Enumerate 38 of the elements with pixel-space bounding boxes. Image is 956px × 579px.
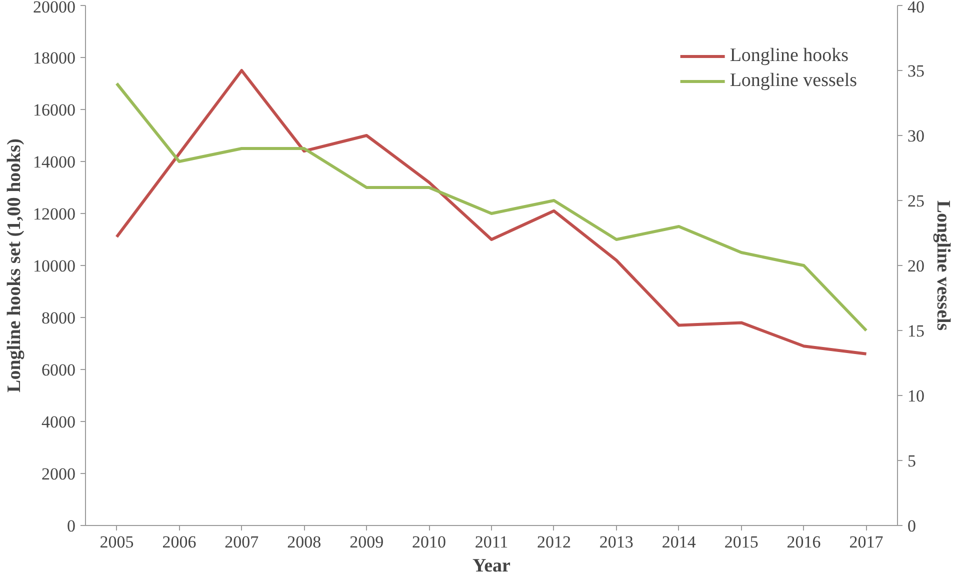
y-tick-label: 2000: [42, 464, 76, 484]
x-tick-label: 2012: [536, 532, 571, 552]
y2-tick-label: 35: [908, 62, 924, 80]
y2-tick-label: 20: [908, 256, 924, 276]
y2-tick-label: 25: [908, 192, 924, 210]
x-tick-label: 2010: [412, 532, 446, 552]
y2-tick-label: 30: [908, 126, 924, 146]
x-axis-title: Year: [472, 556, 512, 576]
y-tick-label: 4000: [42, 412, 76, 432]
y2-tick-label: 40: [908, 0, 924, 16]
y2-tick-label: 15: [908, 322, 924, 340]
y-tick-label: 0: [67, 516, 76, 536]
y2-axis-title: Longline vessels: [932, 200, 954, 331]
y2-tick-label: 10: [908, 386, 924, 406]
y-axis-title: Longline hooks set (1,00 hooks): [4, 138, 25, 392]
x-tick-label: 2007: [224, 532, 260, 552]
y-tick-label: 18000: [33, 48, 76, 68]
x-tick-label: 2016: [786, 532, 821, 552]
legend-label: Longline vessels: [730, 70, 857, 92]
y-tick-label: 20000: [33, 0, 76, 16]
x-tick-label: 2006: [162, 532, 196, 552]
y-tick-label: 8000: [42, 308, 76, 328]
y2-tick-label: 5: [908, 452, 916, 470]
y2-tick-label: 0: [908, 516, 916, 536]
x-tick-label: 2015: [724, 532, 758, 552]
x-tick-label: 2017: [849, 532, 884, 552]
legend-label: Longline hooks: [730, 45, 849, 67]
y-tick-label: 10000: [33, 256, 76, 276]
x-tick-label: 2014: [662, 532, 696, 552]
x-tick-label: 2009: [350, 532, 384, 552]
y-tick-label: 12000: [33, 204, 76, 224]
x-tick-label: 2013: [599, 532, 634, 552]
y-tick-label: 14000: [33, 152, 76, 172]
y-tick-label: 6000: [42, 360, 76, 380]
y-tick-label: 16000: [33, 100, 76, 120]
x-tick-label: 2011: [474, 532, 508, 552]
x-tick-label: 2005: [100, 532, 134, 552]
x-tick-label: 2008: [287, 532, 322, 552]
